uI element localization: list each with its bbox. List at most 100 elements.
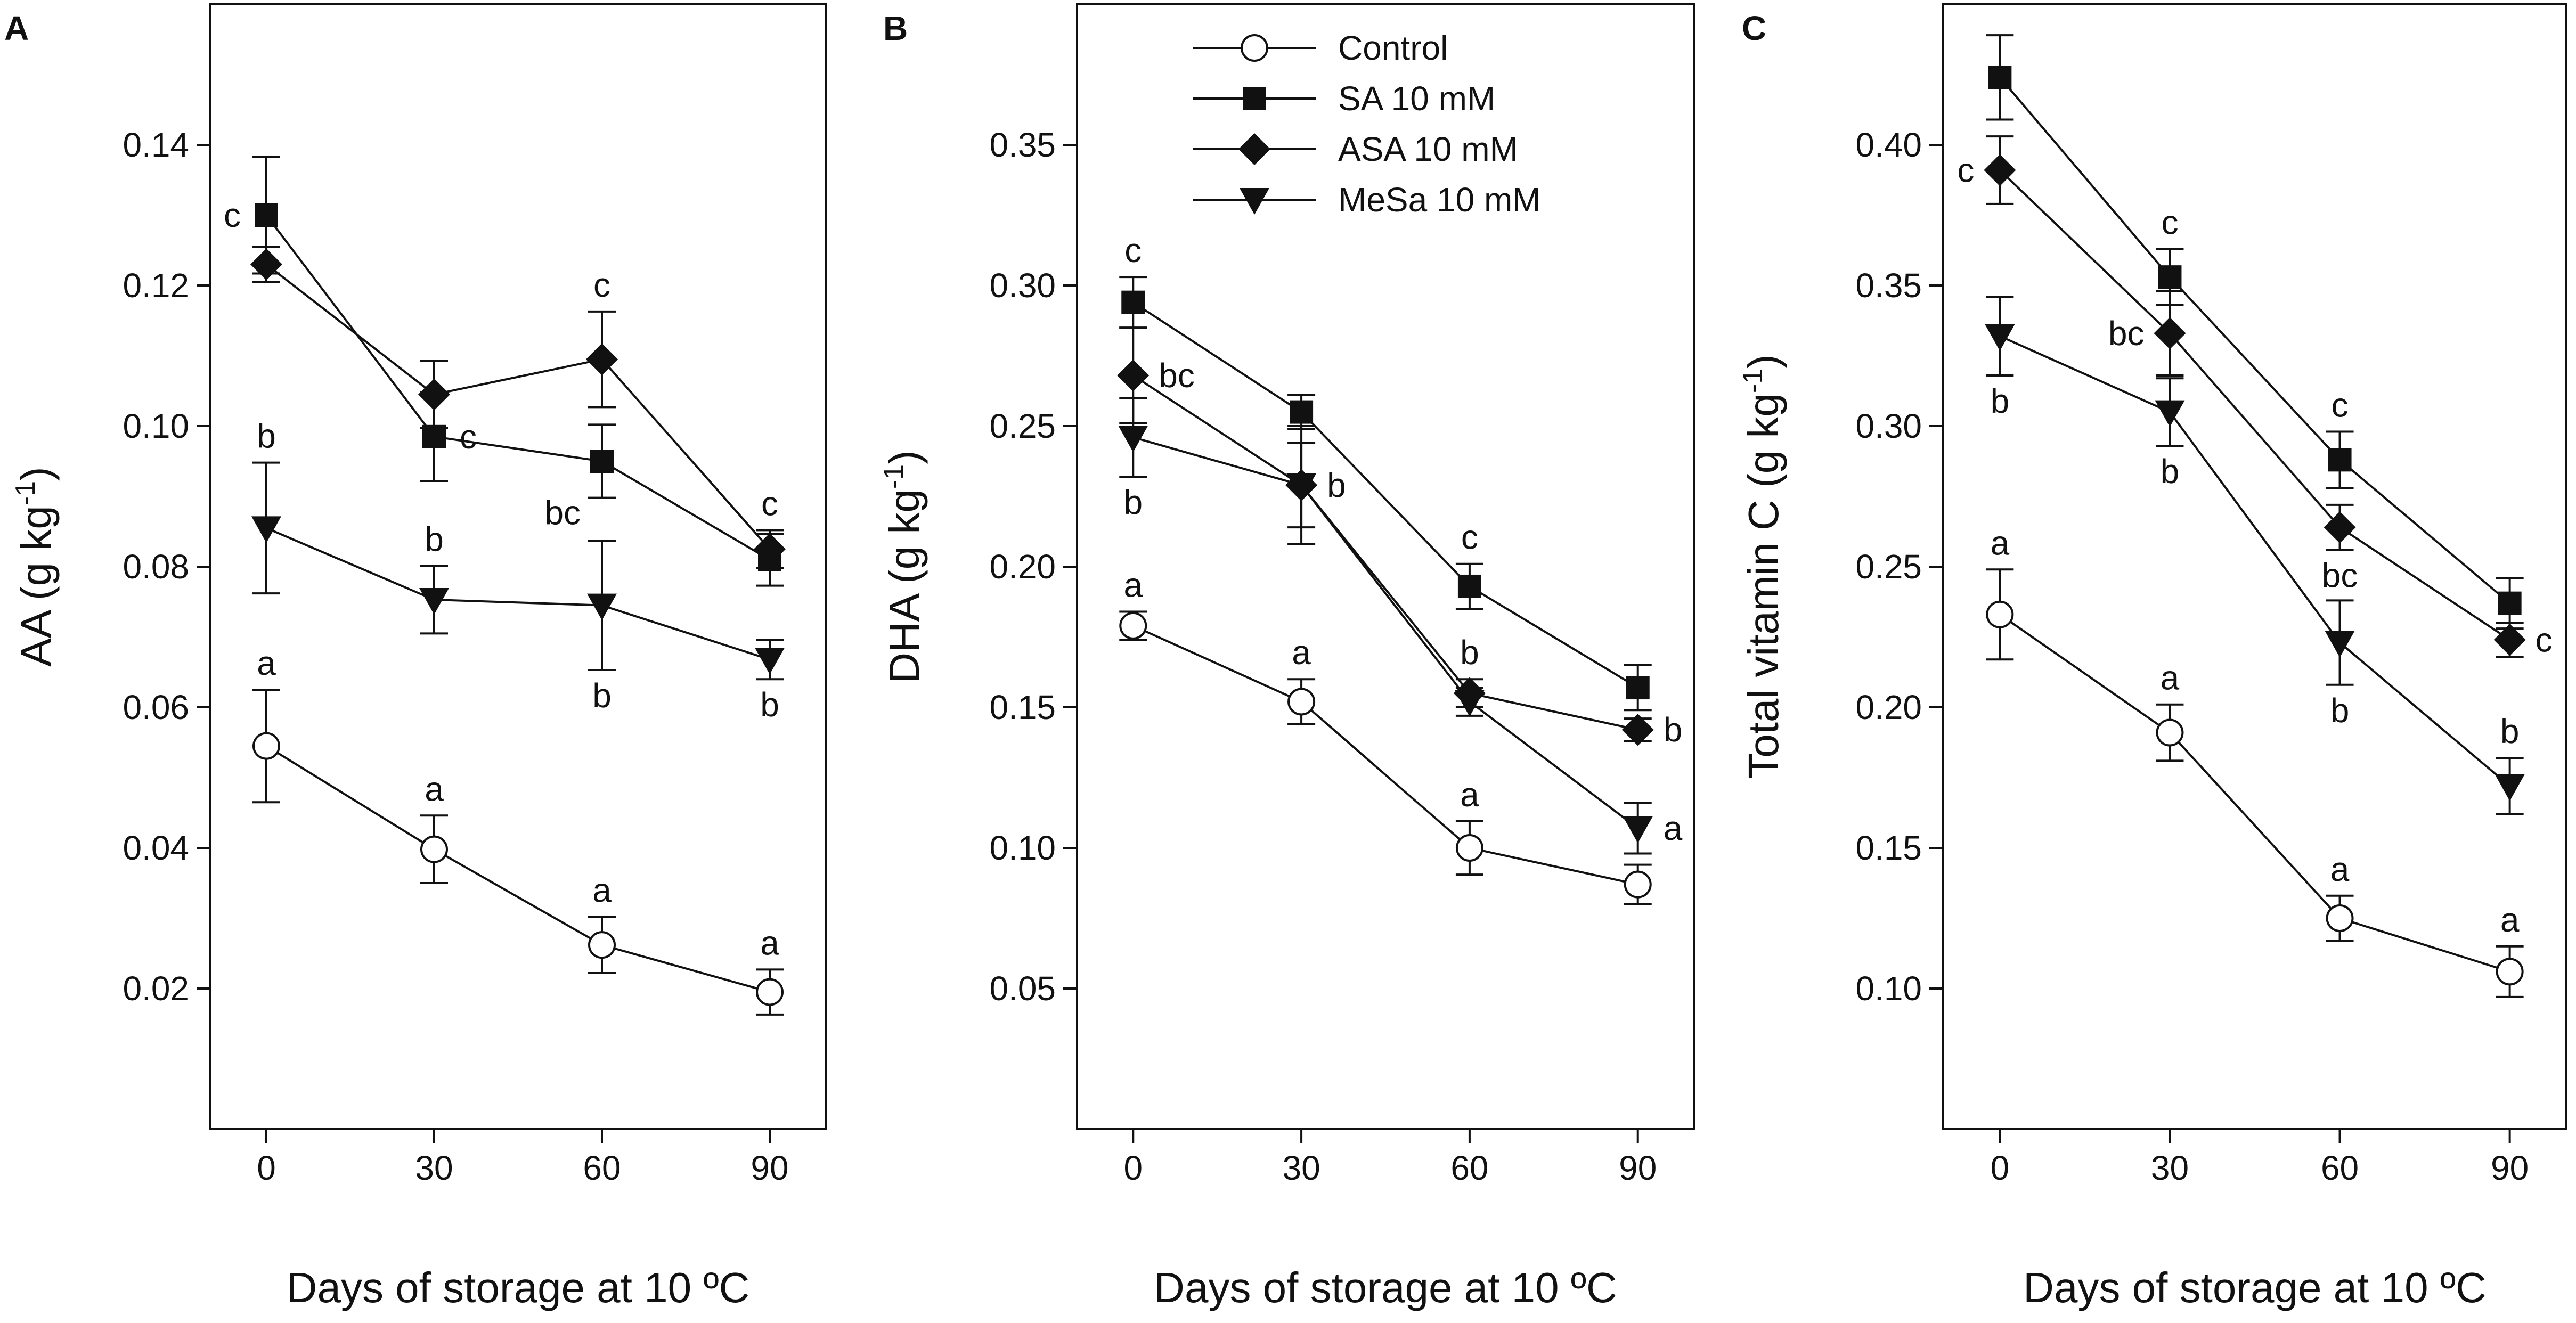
series-line [1132, 625, 1638, 886]
y-tick-label: 0.20 [1855, 688, 1922, 726]
data-point [2326, 904, 2354, 932]
data-point [1455, 834, 1483, 862]
legend-label: SA 10 mM [1338, 79, 1495, 118]
y-tick-label: 0.14 [123, 126, 189, 164]
significance-label: a [2161, 659, 2180, 697]
series-line [265, 745, 770, 993]
significance-label: a [592, 871, 612, 909]
significance-label: a [1123, 566, 1143, 604]
x-tick-label: 90 [2491, 1149, 2529, 1187]
series-control [252, 689, 784, 1016]
data-point [1985, 324, 2015, 352]
x-tick-label: 0 [1123, 1149, 1143, 1187]
significance-label: bc [544, 494, 581, 532]
data-point [250, 248, 282, 281]
data-point [255, 203, 278, 227]
x-tick-label: 0 [1991, 1149, 2010, 1187]
significance-label: b [1123, 483, 1143, 521]
series-line [1999, 76, 2510, 605]
legend-label: Control [1338, 29, 1448, 67]
significance-label: bc [2108, 314, 2145, 353]
data-point [1984, 154, 2016, 186]
significance-label: c [224, 196, 241, 234]
y-tick-label: 0.04 [123, 829, 189, 867]
data-point [1119, 611, 1147, 640]
data-point [2496, 958, 2524, 986]
data-point [587, 593, 617, 620]
series-line [266, 527, 770, 661]
significance-label: b [1327, 466, 1346, 504]
data-point [754, 533, 786, 565]
series-line [1999, 335, 2510, 787]
data-point [1457, 574, 1481, 598]
panel-c: C 0.10 0.15 0.20 0.25 0.30 0.35 0.40 0 30 60 90 Days… [1738, 3, 2567, 1311]
significance-label: b [2500, 712, 2520, 750]
panel-label: B [883, 9, 908, 47]
y-tick-label: 0.30 [989, 266, 1056, 305]
x-tick-label: 30 [415, 1149, 453, 1187]
panel-b: B 0.05 0.10 0.15 0.20 0.25 0.30 0.35 0 30 60 90 Days… [878, 3, 1695, 1311]
series-mesa-10-mm [251, 461, 785, 681]
data-point [2328, 448, 2352, 472]
legend-marker [1241, 34, 1268, 62]
y-tick-label: 0.35 [989, 126, 1056, 164]
series-asa-10-mm [1984, 135, 2526, 658]
series-sa-10-mm [1986, 34, 2524, 630]
data-point [1290, 400, 1314, 424]
x-axis-title: Days of storage at 10 ºC [287, 1264, 750, 1311]
series-line [265, 214, 771, 561]
y-tick-label: 0.08 [123, 548, 189, 586]
significance-label: b [257, 417, 276, 455]
y-axis-title-superscript: -1 [1738, 369, 1768, 393]
data-point [1623, 816, 1653, 844]
data-point [755, 648, 785, 675]
data-point [1621, 714, 1654, 746]
y-tick-label: 0.12 [123, 266, 189, 305]
legend-marker [1238, 133, 1270, 165]
y-axis-title: Total vitamin C (g kg-1) [1738, 354, 1787, 779]
y-axis-title-close: ) [881, 450, 928, 464]
series-control [1986, 568, 2524, 998]
x-tick-label: 60 [583, 1149, 621, 1187]
significance-label: a [2330, 850, 2350, 888]
data-point [2324, 511, 2356, 544]
y-tick-label: 0.02 [123, 969, 189, 1008]
legend-marker [1243, 87, 1266, 110]
significance-label: a [2500, 901, 2520, 939]
significance-label: b [1460, 633, 1479, 672]
significance-label: bc [2322, 556, 2358, 594]
panel-a: A 0.02 0.04 0.06 0.08 0.10 0.12 0.14 0 30 60 90 Days… [4, 3, 827, 1311]
x-tick-label: 60 [2321, 1149, 2359, 1187]
y-tick-label: 0.06 [123, 688, 189, 726]
data-point [1988, 66, 2012, 89]
significance-label: a [1460, 775, 1479, 814]
y-tick-label: 0.40 [1855, 126, 1922, 164]
y-axis-title: AA (g kg-1) [10, 467, 60, 666]
y-tick-label: 0.15 [989, 688, 1056, 726]
data-point [1986, 600, 2014, 628]
data-point [586, 343, 618, 375]
significance-label: a [1664, 809, 1683, 847]
data-point [2493, 624, 2526, 656]
x-axis-title: Days of storage at 10 ºC [1154, 1264, 1617, 1311]
series-line [265, 263, 771, 550]
x-tick-label: 60 [1450, 1149, 1488, 1187]
data-point [1454, 690, 1485, 717]
data-point [588, 931, 616, 959]
significance-label: b [592, 676, 612, 715]
y-tick-label: 0.10 [123, 407, 189, 445]
significance-label: b [1991, 382, 2010, 420]
y-axis-title-superscript: -1 [878, 464, 909, 489]
data-point [590, 450, 614, 473]
y-axis-title-main: DHA (g kg [881, 489, 928, 683]
data-point [2155, 400, 2185, 427]
y-tick-label: 0.05 [989, 969, 1056, 1008]
significance-label: c [1461, 518, 1478, 557]
y-tick-label: 0.10 [1855, 969, 1922, 1008]
y-axis-title-close: ) [1740, 354, 1787, 369]
y-axis-title: DHA (g kg-1) [878, 450, 928, 683]
significance-label: bc [1159, 356, 1195, 395]
significance-label: b [2161, 452, 2180, 491]
